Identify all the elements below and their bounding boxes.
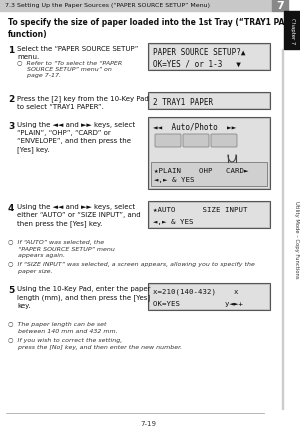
Bar <box>149 94 269 109</box>
Text: ○  If you wish to correct the setting,
     press the [No] key, and then enter t: ○ If you wish to correct the setting, pr… <box>8 337 182 349</box>
Text: 7-19: 7-19 <box>140 420 156 426</box>
Text: 2: 2 <box>8 95 14 104</box>
Text: Chapter 7: Chapter 7 <box>290 18 295 44</box>
Bar <box>148 44 270 71</box>
Bar <box>151 163 267 187</box>
Bar <box>149 119 269 189</box>
Bar <box>272 0 288 12</box>
Bar <box>149 202 269 227</box>
Text: ★PLAIN    OHP   CARD►: ★PLAIN OHP CARD► <box>154 167 248 173</box>
Bar <box>148 93 270 110</box>
Text: 5: 5 <box>8 285 14 294</box>
Bar <box>149 284 269 309</box>
FancyBboxPatch shape <box>155 135 181 148</box>
Bar <box>148 118 270 190</box>
Text: OK=YES / or 1-3   ▼: OK=YES / or 1-3 ▼ <box>153 59 241 68</box>
Text: ○  Refer to “To select the “PAPER
     SOURCE SETUP” menu” on
     page 7-17.: ○ Refer to “To select the “PAPER SOURCE … <box>17 60 122 78</box>
Text: Select the “PAPER SOURCE SETUP”
menu.: Select the “PAPER SOURCE SETUP” menu. <box>17 46 138 60</box>
Text: ◄,► & YES: ◄,► & YES <box>154 177 194 183</box>
Bar <box>148 283 270 310</box>
Bar <box>149 45 269 70</box>
Text: PAPER SOURCE SETUP?▲: PAPER SOURCE SETUP?▲ <box>153 48 245 57</box>
Text: ○  If “SIZE INPUT” was selected, a screen appears, allowing you to specify the
 : ○ If “SIZE INPUT” was selected, a screen… <box>8 262 255 273</box>
Bar <box>284 12 300 50</box>
Text: Using the ◄◄ and ►► keys, select
“PLAIN”, “OHP”, “CARD” or
“ENVELOPE”, and then : Using the ◄◄ and ►► keys, select “PLAIN”… <box>17 122 135 153</box>
Text: 2 TRAY1 PAPER: 2 TRAY1 PAPER <box>153 98 213 106</box>
Text: OK=YES          y◄►+: OK=YES y◄►+ <box>153 300 243 306</box>
Text: ○  If “AUTO” was selected, the
     “PAPER SOURCE SETUP” menu
     appears again: ○ If “AUTO” was selected, the “PAPER SOU… <box>8 239 115 258</box>
Text: 7.3 Setting Up the Paper Sources (“PAPER SOURCE SETUP” Menu): 7.3 Setting Up the Paper Sources (“PAPER… <box>5 3 210 9</box>
Text: ◄◄  Auto/Photo  ►►: ◄◄ Auto/Photo ►► <box>153 123 236 132</box>
Text: Using the ◄◄ and ►► keys, select
either “AUTO” or “SIZE INPUT”, and
then press t: Using the ◄◄ and ►► keys, select either … <box>17 204 141 226</box>
FancyBboxPatch shape <box>211 135 237 148</box>
Text: Press the [2] key from the 10-Key Pad
to select “TRAY1 PAPER”.: Press the [2] key from the 10-Key Pad to… <box>17 95 149 109</box>
Bar <box>148 201 270 228</box>
Text: ○  The paper length can be set
     between 140 mm and 432 mm.: ○ The paper length can be set between 14… <box>8 321 118 333</box>
Text: ★AUTO      SIZE INPUT: ★AUTO SIZE INPUT <box>153 207 248 213</box>
Bar <box>282 50 283 409</box>
Text: 1: 1 <box>8 46 14 55</box>
Text: 3: 3 <box>8 122 14 131</box>
Text: Using the 10-Key Pad, enter the paper
length (mm), and then press the [Yes]
key.: Using the 10-Key Pad, enter the paper le… <box>17 285 151 308</box>
Bar <box>0 0 272 12</box>
Text: To specify the size of paper loaded into the 1st Tray (“TRAY1 PAPER”
function): To specify the size of paper loaded into… <box>8 18 300 39</box>
Text: 4: 4 <box>8 204 14 213</box>
FancyBboxPatch shape <box>183 135 209 148</box>
Text: ◄,► & YES: ◄,► & YES <box>153 219 194 225</box>
Text: x=210(140-432)    x: x=210(140-432) x <box>153 288 238 295</box>
Text: 7: 7 <box>276 1 284 11</box>
Text: Utility Mode – Copy Functions: Utility Mode – Copy Functions <box>293 201 298 278</box>
